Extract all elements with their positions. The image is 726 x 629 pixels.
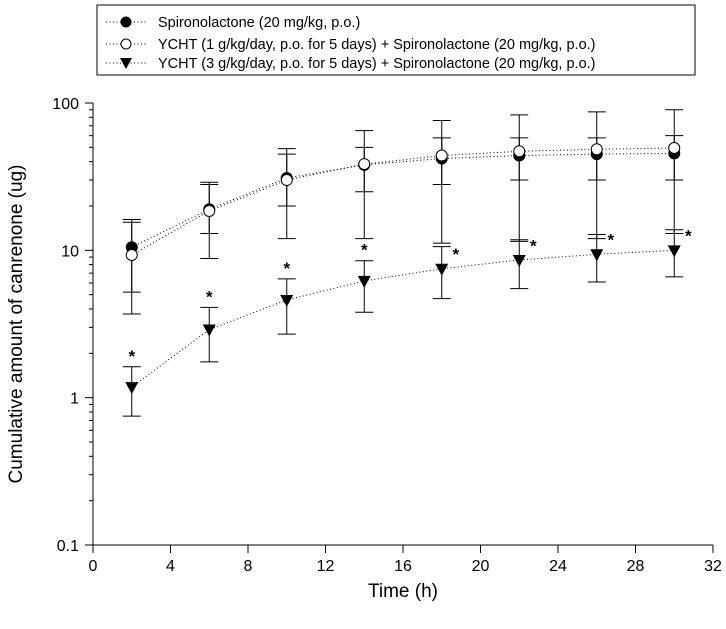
x-tick-label: 24 [549,558,567,575]
significance-star: * [530,236,537,255]
x-tick-label: 28 [627,558,645,575]
x-ticks: 0 4 8 12 16 20 24 28 32 [89,545,722,575]
data-point [280,174,293,187]
series-line [131,147,675,256]
x-tick-label: 8 [244,558,253,575]
data-point [203,204,216,217]
series-line [131,152,675,248]
x-tick-label: 0 [89,558,98,575]
y-tick-label: 0.1 [57,538,79,555]
significance-star: * [206,287,213,306]
legend-box [96,4,696,76]
data-point [590,249,604,262]
data-point [357,275,371,288]
legend-marker-filled-circle [120,16,132,28]
x-tick-label: 4 [166,558,175,575]
x-tick-label: 16 [394,558,412,575]
data-point [358,158,371,171]
y-tick-label: 100 [52,96,79,113]
legend-marker-open-circle [120,38,132,50]
y-axis-title: Cumulative amount of canrenone (ug) [6,165,27,484]
legend: Spironolactone (20 mg/kg, p.o.) YCHT (1 … [96,4,696,76]
data-point [590,143,603,156]
y-ticks: 0.1 1 10 100 [52,96,93,555]
x-tick-label: 32 [704,558,722,575]
legend-label: YCHT (1 g/kg/day, p.o. for 5 days) + Spi… [158,37,596,53]
significance-star: * [361,241,368,260]
series-3: * * * * * * * * [122,227,692,417]
legend-marker-filled-triangle [120,58,132,69]
axes [92,103,713,546]
legend-label: YCHT (3 g/kg/day, p.o. for 5 days) + Spi… [158,56,596,72]
legend-label: Spironolactone (20 mg/kg, p.o.) [158,15,360,31]
data-point [125,248,138,261]
data-point [668,141,681,154]
data-point [435,263,449,276]
data-point [202,324,216,337]
data-point [513,145,526,158]
x-tick-label: 12 [317,558,335,575]
data-point [280,295,294,308]
data-point [435,149,448,162]
legend-entry-ycht-3g: YCHT (3 g/kg/day, p.o. for 5 days) + Spi… [106,56,596,72]
y-tick-label: 10 [61,243,79,260]
series-line [131,249,675,388]
x-axis-title: Time (h) [368,581,438,602]
legend-entry-spironolactone: Spironolactone (20 mg/kg, p.o.) [106,15,360,31]
significance-star: * [452,245,459,264]
significance-star: * [607,231,614,250]
x-tick-label: 20 [472,558,490,575]
y-tick-label: 1 [70,391,79,408]
data-point [512,254,526,267]
data-point [667,245,681,258]
significance-star: * [128,347,135,366]
significance-star: * [283,259,290,278]
legend-entry-ycht-1g: YCHT (1 g/kg/day, p.o. for 5 days) + Spi… [106,37,596,53]
series-2 [122,109,684,315]
plot-area: * * * * * * * * [122,109,692,417]
significance-star: * [685,227,692,246]
data-point [125,382,139,395]
